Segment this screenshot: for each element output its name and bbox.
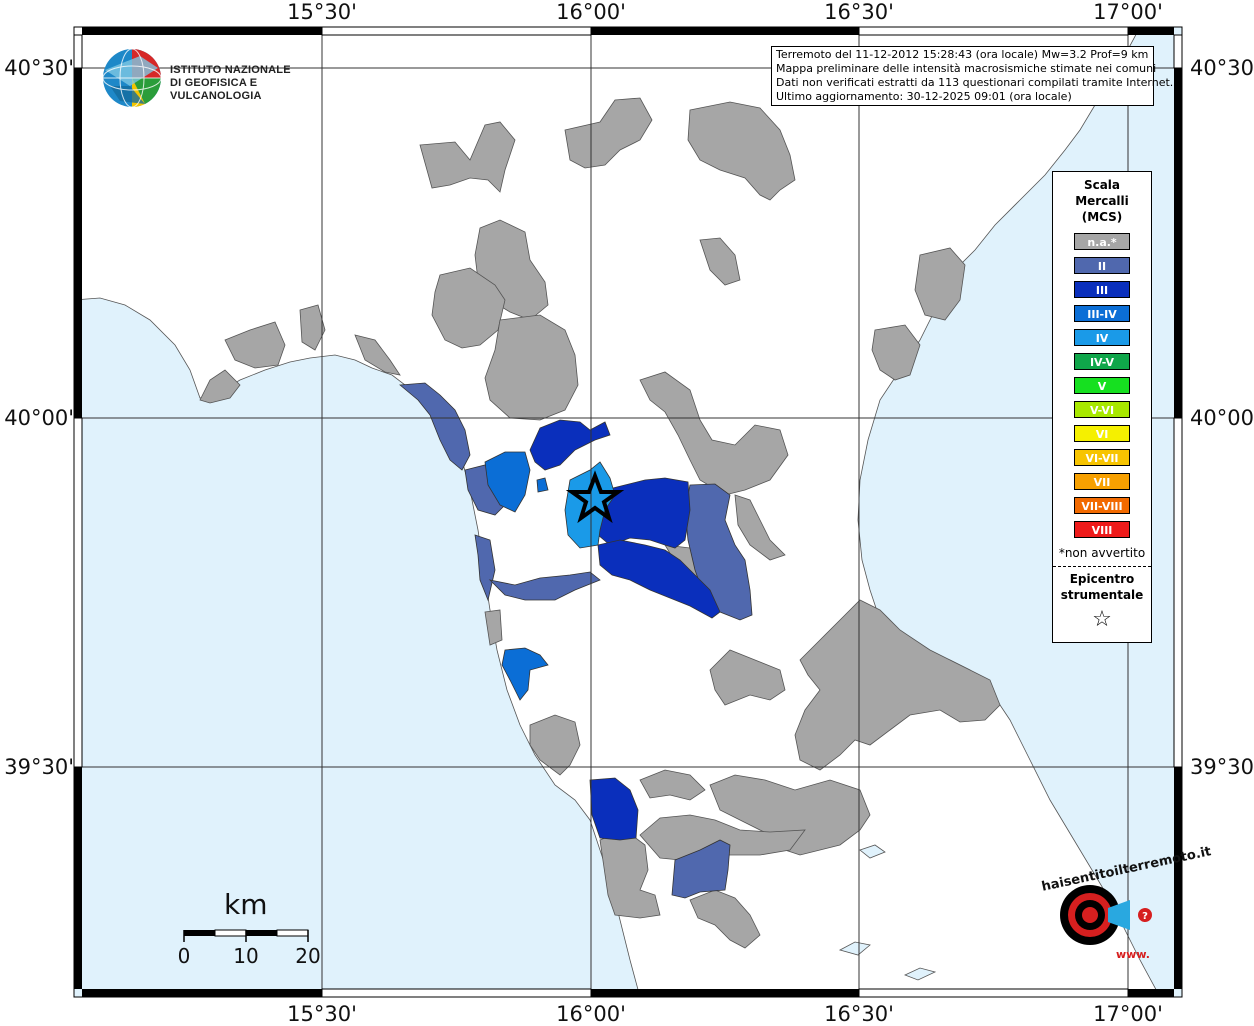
lat-label-right: 39°30' bbox=[1190, 755, 1254, 779]
hst-logo-www: www. bbox=[1116, 948, 1150, 961]
target-icon: ? bbox=[1060, 885, 1152, 945]
legend-title-line: (MCS) bbox=[1081, 210, 1123, 224]
legend-swatch: n.a.* bbox=[1074, 233, 1130, 250]
legend-swatch: VII-VIII bbox=[1074, 497, 1130, 514]
legend-swatch: VII bbox=[1074, 473, 1130, 490]
event-info-box: Terremoto del 11-12-2012 15:28:43 (ora l… bbox=[771, 46, 1174, 106]
legend-swatch: V bbox=[1074, 377, 1130, 394]
lon-label-bottom: 17°00' bbox=[1093, 1002, 1163, 1026]
legend-swatch: II bbox=[1074, 257, 1130, 274]
svg-text:?: ? bbox=[1142, 911, 1148, 922]
map-frame bbox=[73, 26, 1183, 998]
legend-epicenter-line: strumentale bbox=[1060, 588, 1144, 602]
lat-label-right: 40°00' bbox=[1190, 406, 1254, 430]
hst-logo: ? haisentitoilterremoto.it www. bbox=[1030, 844, 1212, 970]
lon-label-bottom: 16°30' bbox=[824, 1002, 894, 1026]
scale-tick-label: 10 bbox=[233, 944, 259, 968]
legend-separator bbox=[1053, 566, 1151, 567]
epicenter-star bbox=[565, 470, 625, 524]
scale-tick-label: 0 bbox=[177, 944, 191, 968]
legend-swatch: VI-VII bbox=[1074, 449, 1130, 466]
legend-title: Scala Mercalli (MCS) bbox=[1053, 177, 1151, 225]
event-info-line: Ultimo aggiornamento: 30-12-2025 09:01 (… bbox=[776, 90, 1072, 103]
lon-label-top: 17°00' bbox=[1093, 0, 1163, 24]
lake bbox=[859, 844, 886, 859]
lake bbox=[903, 967, 937, 981]
legend-note: *non avvertito bbox=[1058, 546, 1146, 560]
legend-epicenter-line: Epicentro bbox=[1069, 572, 1135, 586]
lake bbox=[838, 941, 871, 956]
event-info-line: Dati non verificati estratti da 113 ques… bbox=[776, 76, 1174, 89]
mcs-legend: Scala Mercalli (MCS) n.a.* II III III-IV IV I… bbox=[1052, 171, 1152, 643]
event-info-line: Mappa preliminare delle intensità macros… bbox=[776, 62, 1157, 75]
legend-title-line: Mercalli bbox=[1075, 194, 1129, 208]
lat-label-left: 40°00' bbox=[4, 406, 74, 430]
legend-items: n.a.* II III III-IV IV IV-V V V-VI VI VI-VII VII VI… bbox=[1053, 233, 1151, 538]
legend-title-line: Scala bbox=[1083, 178, 1121, 192]
scale-unit: km bbox=[224, 888, 268, 921]
ingv-logo: ISTITUTO NAZIONALE DI GEOFISICA E VULCAN… bbox=[100, 46, 320, 110]
lon-label-bottom: 15°30' bbox=[287, 1002, 357, 1026]
event-info-line: Terremoto del 11-12-2012 15:28:43 (ora l… bbox=[776, 48, 1149, 61]
lat-label-right: 40°30' bbox=[1190, 56, 1254, 80]
legend-epicenter-label: Epicentro strumentale bbox=[1053, 571, 1151, 603]
globe-icon bbox=[102, 48, 162, 108]
lon-label-top: 15°30' bbox=[287, 0, 357, 24]
municipalities-iii bbox=[529, 419, 721, 841]
legend-swatch: VIII bbox=[1074, 521, 1130, 538]
lon-label-bottom: 16°00' bbox=[556, 1002, 626, 1026]
legend-swatch: V-VI bbox=[1074, 401, 1130, 418]
lon-label-top: 16°30' bbox=[824, 0, 894, 24]
lon-label-top: 16°00' bbox=[556, 0, 626, 24]
municipalities-na bbox=[199, 97, 1001, 949]
star-icon: ☆ bbox=[1092, 607, 1112, 632]
scale-tick-label: 20 bbox=[295, 944, 321, 968]
lat-label-left: 39°30' bbox=[4, 755, 74, 779]
legend-swatch: III bbox=[1074, 281, 1130, 298]
scale-bar bbox=[183, 929, 309, 942]
ingv-name-line2: DI GEOFISICA E VULCANOLOGIA bbox=[170, 77, 262, 102]
municipalities-iv bbox=[564, 461, 616, 549]
legend-swatch: IV-V bbox=[1074, 353, 1130, 370]
legend-swatch: IV bbox=[1074, 329, 1130, 346]
ingv-name-line1: ISTITUTO NAZIONALE bbox=[170, 64, 291, 76]
legend-swatch: VI bbox=[1074, 425, 1130, 442]
legend-swatch: III-IV bbox=[1074, 305, 1130, 322]
lat-label-left: 40°30' bbox=[4, 56, 74, 80]
municipalities-iii-iv bbox=[484, 451, 549, 701]
